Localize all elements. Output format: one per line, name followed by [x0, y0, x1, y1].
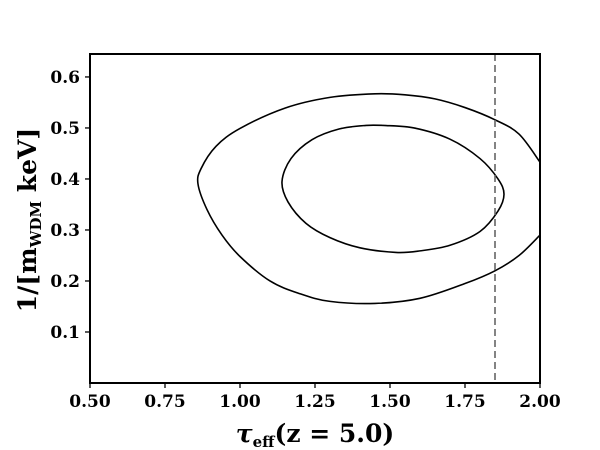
- x-tick-label: 1.75: [444, 392, 485, 412]
- y-tick-label: 0.5: [50, 119, 80, 139]
- x-axis-label: τeff(z = 5.0): [236, 419, 394, 450]
- y-axis-label-prefix: 1/[m: [13, 247, 42, 312]
- y-axis-label: 1/[mWDM keV]: [13, 128, 45, 312]
- y-tick-label: 0.1: [50, 323, 80, 343]
- x-tick-label: 1.00: [219, 392, 261, 412]
- plot-area: [196, 54, 541, 383]
- x-tick-label: 1.25: [294, 392, 335, 412]
- x-tick-label: 2.00: [519, 392, 561, 412]
- x-ticks: 0.50 0.75 1.00 1.25 1.50 1.75 2.00: [69, 383, 561, 412]
- plot-frame: [89, 53, 541, 384]
- y-tick-label: 0.3: [50, 221, 80, 241]
- x-axis-label-subscript: eff: [253, 433, 277, 450]
- inner-contour-line: [281, 124, 505, 254]
- y-tick-label: 0.2: [50, 272, 80, 292]
- y-ticks: 0.1 0.2 0.3 0.4 0.5 0.6: [50, 68, 90, 343]
- y-axis-label-subscript: WDM: [27, 201, 45, 248]
- x-tick-label: 0.50: [69, 392, 111, 412]
- outer-contour-line: [196, 92, 541, 305]
- x-tick-label: 0.75: [144, 392, 185, 412]
- y-tick-label: 0.4: [50, 170, 80, 190]
- x-tick-label: 1.50: [369, 392, 411, 412]
- y-tick-label: 0.6: [50, 68, 80, 88]
- x-axis-label-rest: (z = 5.0): [274, 419, 394, 448]
- y-axis-label-suffix: keV]: [13, 128, 42, 201]
- x-axis-label-main: τ: [236, 419, 253, 448]
